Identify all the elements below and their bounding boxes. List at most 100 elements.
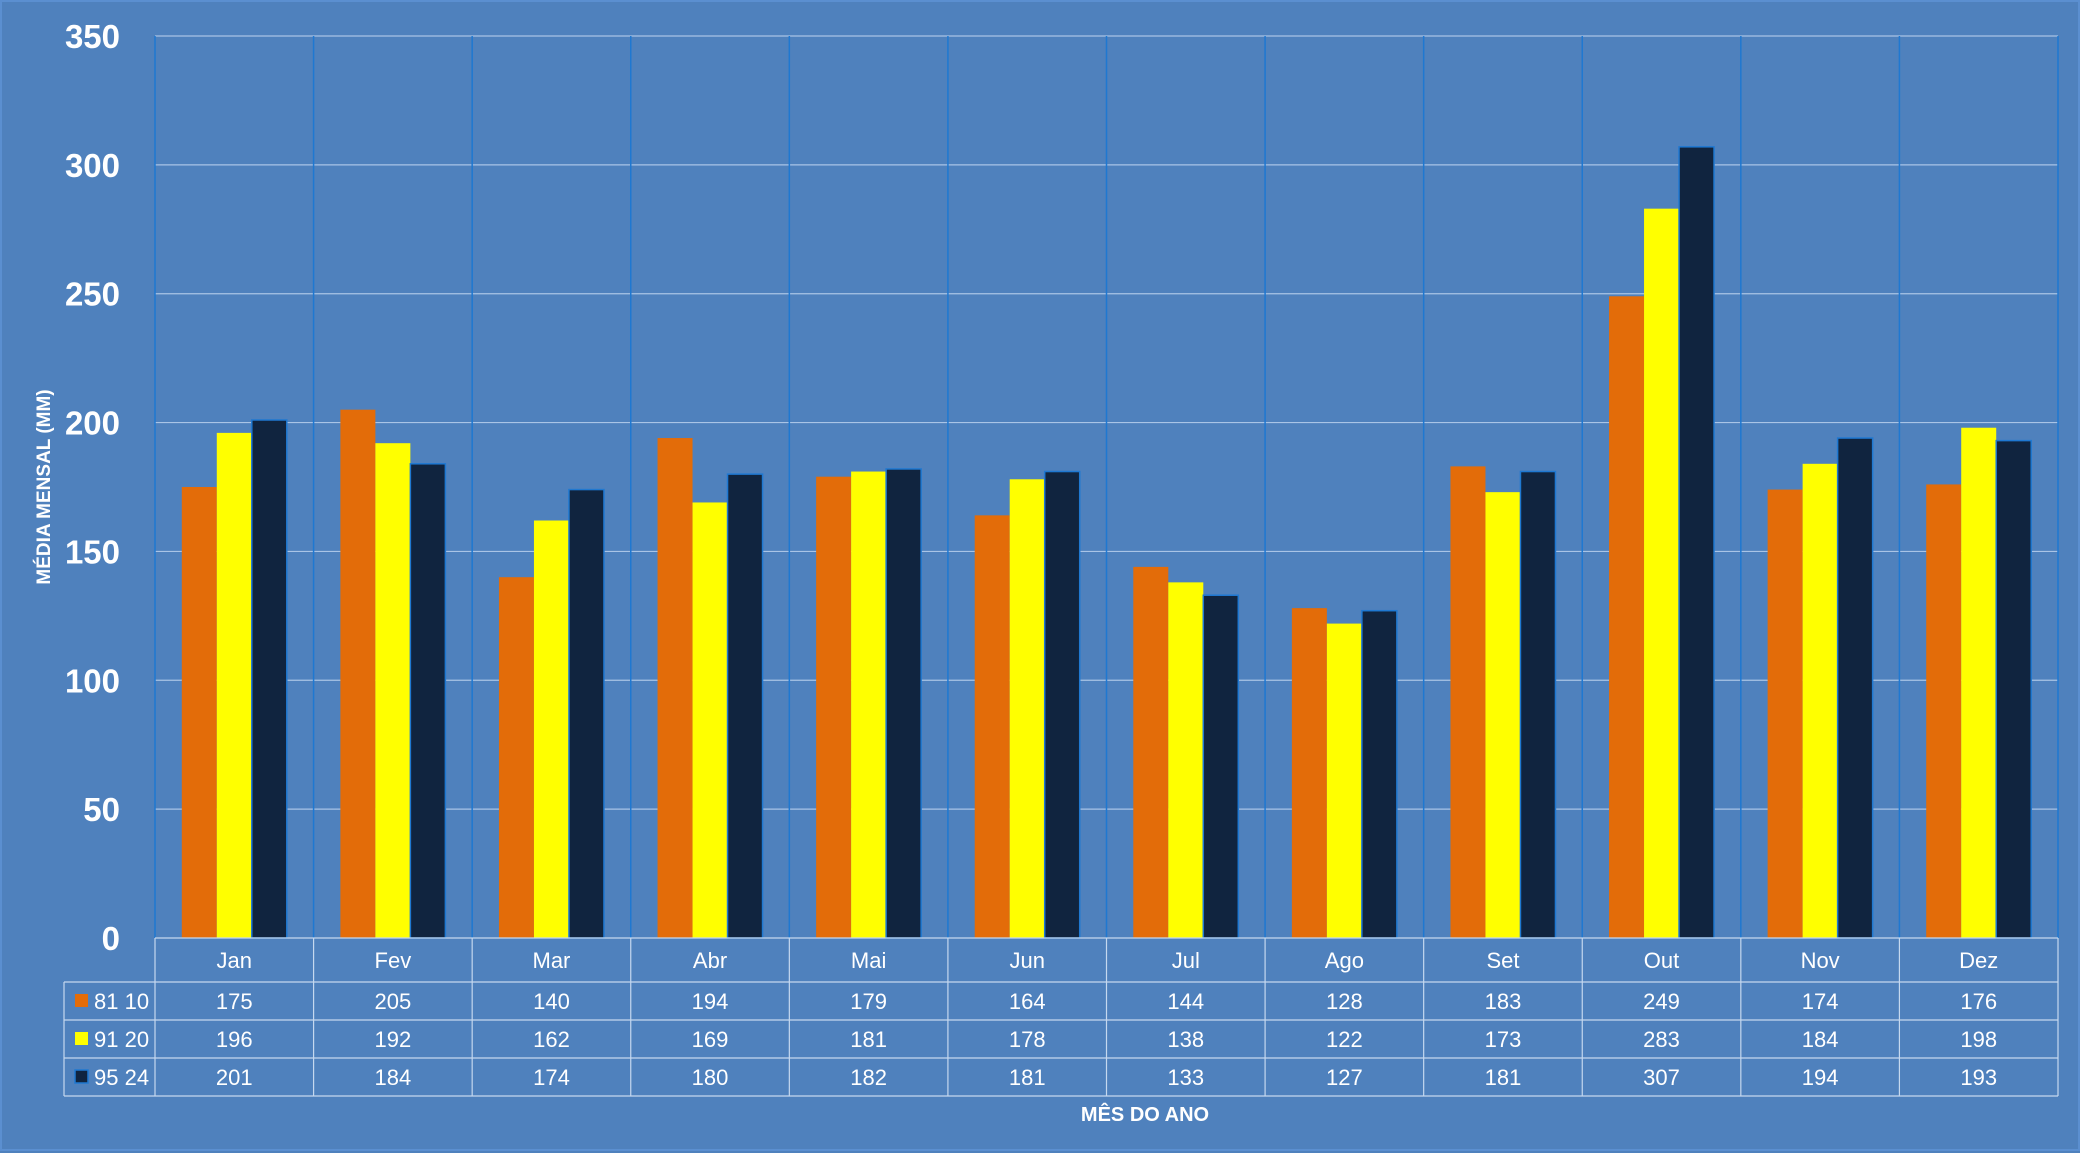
bar bbox=[1043, 470, 1081, 939]
bar bbox=[1291, 608, 1327, 938]
series-label: 81 10 bbox=[94, 989, 149, 1014]
bar bbox=[409, 463, 447, 939]
data-label: 307 bbox=[1643, 1065, 1680, 1090]
data-label: 162 bbox=[533, 1027, 570, 1052]
data-label: 127 bbox=[1326, 1065, 1363, 1090]
bar bbox=[1009, 479, 1045, 938]
y-tick-label: 350 bbox=[65, 18, 120, 55]
data-label: 181 bbox=[1009, 1065, 1046, 1090]
data-label: 169 bbox=[692, 1027, 729, 1052]
bar bbox=[375, 443, 411, 938]
category-label: Nov bbox=[1801, 948, 1840, 973]
data-label: 128 bbox=[1326, 989, 1363, 1014]
bar bbox=[1361, 609, 1398, 939]
data-label: 173 bbox=[1485, 1027, 1522, 1052]
bar bbox=[851, 471, 887, 938]
bar bbox=[1995, 439, 2032, 939]
bar bbox=[974, 515, 1010, 938]
bar bbox=[533, 520, 569, 938]
bar bbox=[1326, 623, 1362, 938]
y-tick-label: 100 bbox=[65, 662, 120, 699]
bar bbox=[181, 487, 217, 938]
bar bbox=[1802, 463, 1838, 938]
bar bbox=[1961, 427, 1997, 938]
category-label: Mai bbox=[851, 948, 886, 973]
data-label: 174 bbox=[1802, 989, 1839, 1014]
data-label: 181 bbox=[1485, 1065, 1522, 1090]
category-label: Out bbox=[1644, 948, 1679, 973]
y-axis-label: MÉDIA MENSAL (MM) bbox=[33, 389, 55, 584]
bar bbox=[692, 502, 728, 938]
bar bbox=[1519, 470, 1557, 939]
category-label: Ago bbox=[1325, 948, 1364, 973]
data-label: 180 bbox=[692, 1065, 729, 1090]
bar bbox=[1485, 492, 1521, 938]
bar bbox=[816, 476, 852, 938]
data-label: 194 bbox=[692, 989, 729, 1014]
data-label: 196 bbox=[216, 1027, 253, 1052]
data-label: 182 bbox=[850, 1065, 887, 1090]
data-label: 140 bbox=[533, 989, 570, 1014]
legend-key bbox=[75, 994, 88, 1007]
data-label: 181 bbox=[850, 1027, 887, 1052]
data-label: 249 bbox=[1643, 989, 1680, 1014]
bar bbox=[1767, 489, 1803, 938]
y-tick-label: 0 bbox=[102, 920, 120, 957]
y-tick-label: 250 bbox=[65, 276, 120, 313]
y-tick-label: 50 bbox=[83, 791, 120, 828]
data-label: 194 bbox=[1802, 1065, 1839, 1090]
category-label: Dez bbox=[1959, 948, 1998, 973]
y-tick-label: 300 bbox=[65, 147, 120, 184]
data-label: 174 bbox=[533, 1065, 570, 1090]
bar bbox=[1609, 296, 1645, 938]
data-label: 205 bbox=[375, 989, 412, 1014]
data-label: 283 bbox=[1643, 1027, 1680, 1052]
bars bbox=[181, 146, 2032, 939]
data-label: 138 bbox=[1167, 1027, 1204, 1052]
bar bbox=[216, 432, 252, 938]
bar bbox=[340, 409, 376, 939]
bar bbox=[1926, 484, 1962, 938]
category-label: Set bbox=[1486, 948, 1519, 973]
data-label: 198 bbox=[1960, 1027, 1997, 1052]
data-label: 122 bbox=[1326, 1027, 1363, 1052]
data-label: 178 bbox=[1009, 1027, 1046, 1052]
category-dividers bbox=[154, 36, 2059, 938]
legend-key bbox=[74, 1069, 89, 1084]
y-tick-label: 200 bbox=[65, 405, 120, 442]
data-label: 201 bbox=[216, 1065, 253, 1090]
bar bbox=[1133, 566, 1169, 938]
data-label: 183 bbox=[1485, 989, 1522, 1014]
category-label: Jun bbox=[1009, 948, 1044, 973]
bar bbox=[1168, 582, 1204, 938]
category-label: Mar bbox=[533, 948, 571, 973]
data-label: 175 bbox=[216, 989, 253, 1014]
bar bbox=[1678, 146, 1715, 939]
data-label: 176 bbox=[1960, 989, 1997, 1014]
bar bbox=[1644, 208, 1680, 938]
y-axis-ticks: 0 50 100 150 200 250 300 350 bbox=[65, 18, 120, 957]
category-label: Jan bbox=[217, 948, 252, 973]
bar bbox=[568, 488, 605, 939]
data-label: 133 bbox=[1167, 1065, 1204, 1090]
data-label: 164 bbox=[1009, 989, 1046, 1014]
category-label: Fev bbox=[375, 948, 412, 973]
data-label: 179 bbox=[850, 989, 887, 1014]
y-tick-label: 150 bbox=[65, 533, 120, 570]
series-label: 95 24 bbox=[94, 1065, 149, 1090]
data-label: 184 bbox=[375, 1065, 412, 1090]
data-table: Jan Fev Mar Abr Mai Jun Jul Ago Set Out Nov Dez 81 1… bbox=[63, 937, 2059, 1097]
bar bbox=[657, 438, 693, 938]
series-label: 91 20 bbox=[94, 1027, 149, 1052]
data-label: 192 bbox=[375, 1027, 412, 1052]
category-label: Abr bbox=[693, 948, 727, 973]
data-label: 144 bbox=[1167, 989, 1204, 1014]
bar bbox=[1202, 594, 1240, 939]
bar bbox=[726, 473, 764, 939]
bar bbox=[251, 419, 288, 939]
bar bbox=[498, 577, 534, 938]
bar bbox=[885, 468, 922, 939]
bar bbox=[1836, 437, 1874, 939]
